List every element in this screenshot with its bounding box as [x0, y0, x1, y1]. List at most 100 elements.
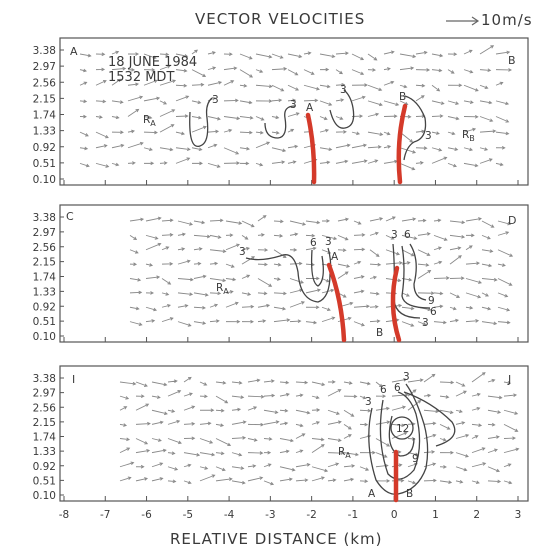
x-tick-label: 0	[391, 509, 398, 521]
velocity-vector	[369, 217, 384, 222]
velocity-vector	[305, 288, 321, 294]
velocity-vector	[191, 49, 198, 55]
velocity-vector	[319, 116, 328, 121]
velocity-vector	[273, 291, 287, 296]
velocity-vector	[119, 461, 135, 468]
velocity-vector	[481, 234, 491, 240]
velocity-vector	[145, 275, 161, 280]
velocity-vector	[367, 112, 380, 117]
velocity-vector	[129, 234, 138, 241]
velocity-vector	[263, 379, 275, 383]
velocity-vector	[399, 66, 415, 71]
velocity-vector	[135, 449, 151, 454]
velocity-vector	[407, 399, 422, 411]
velocity-vector	[193, 220, 206, 225]
contours	[368, 383, 456, 495]
velocity-vector	[161, 233, 174, 237]
velocity-vector	[209, 303, 219, 308]
velocity-vector	[463, 147, 474, 152]
velocity-vector	[367, 131, 384, 137]
velocity-vector	[193, 274, 207, 279]
velocity-vector	[463, 69, 474, 74]
velocity-vector	[431, 53, 444, 58]
velocity-vector	[127, 68, 135, 72]
contour-label: 9	[428, 295, 435, 307]
velocity-vector	[263, 393, 276, 398]
velocity-vector	[295, 380, 309, 385]
velocity-vector	[223, 80, 235, 86]
velocity-vector	[183, 452, 201, 457]
velocity-vector	[319, 67, 330, 72]
contour-label: 3	[391, 229, 398, 241]
velocity-vector	[225, 290, 234, 294]
velocity-vector	[271, 67, 288, 71]
velocity-vector	[455, 409, 463, 413]
height-tick-label: 1.33	[33, 126, 56, 138]
velocity-vector	[335, 159, 349, 164]
velocity-vector	[225, 263, 235, 268]
velocity-vector	[183, 436, 196, 441]
velocity-vector	[465, 217, 482, 222]
velocity-vector	[449, 234, 466, 239]
velocity-vector	[95, 67, 106, 72]
x-tick-label: -4	[224, 509, 235, 521]
velocity-vector	[175, 83, 188, 88]
velocity-vector	[479, 147, 489, 151]
velocity-vector	[241, 292, 252, 296]
velocity-vector	[231, 466, 245, 470]
velocity-vector	[183, 405, 196, 411]
velocity-vector	[111, 78, 122, 86]
velocity-vector	[199, 466, 209, 470]
x-tick-label: 1	[432, 509, 439, 521]
velocity-vector	[295, 433, 306, 439]
velocity-vector	[231, 381, 243, 385]
velocity-vector	[279, 421, 289, 426]
velocity-vector	[167, 451, 176, 455]
velocity-vector	[417, 321, 427, 326]
velocity-vector	[471, 435, 479, 439]
velocity-vector	[225, 220, 243, 225]
height-axis: 3.38 2.97 2.56 2.15 1.74 1.33 0.92 0.51 0.10	[33, 212, 64, 343]
velocity-vector	[471, 392, 481, 397]
velocity-vector	[129, 290, 143, 295]
velocity-vector	[271, 84, 285, 92]
velocity-vector	[161, 218, 174, 223]
velocity-vector	[351, 53, 365, 61]
velocity-vector	[119, 406, 128, 411]
velocity-vector	[321, 219, 331, 223]
height-tick-label: 2.15	[33, 257, 56, 269]
velocity-vector	[79, 146, 89, 151]
velocity-vector	[383, 131, 391, 136]
velocity-vector	[271, 115, 280, 120]
velocity-vector	[431, 100, 445, 105]
velocity-vector	[311, 395, 320, 400]
velocity-vector	[199, 381, 208, 386]
velocity-vector	[167, 419, 181, 425]
velocity-vector	[375, 381, 383, 388]
velocity-vector	[375, 438, 391, 447]
velocity-vector	[225, 243, 240, 251]
velocity-vector	[145, 291, 154, 295]
velocity-vector	[423, 409, 440, 414]
velocity-vector	[111, 66, 127, 71]
velocity-vector	[391, 405, 407, 411]
velocity-vector	[145, 306, 158, 312]
velocity-vector	[463, 127, 477, 133]
velocity-vector	[433, 304, 444, 309]
height-axis: 3.38 2.97 2.56 2.15 1.74 1.33 0.92 0.51 0.10	[33, 45, 64, 186]
velocity-vector	[231, 395, 245, 399]
velocity-vector	[319, 128, 330, 133]
velocity-vector	[111, 50, 120, 55]
velocity-vector	[247, 406, 258, 411]
velocity-vector	[263, 437, 273, 441]
velocity-vector	[223, 52, 233, 57]
velocity-vector	[239, 53, 253, 60]
velocity-vector	[369, 291, 380, 296]
velocity-vector	[79, 68, 87, 73]
velocity-vector	[241, 246, 250, 251]
velocity-vector	[359, 466, 370, 471]
panel-left-letter: A	[70, 45, 78, 58]
velocity-vector	[225, 277, 237, 282]
velocity-vector	[449, 292, 461, 298]
velocity-vector	[495, 50, 511, 55]
